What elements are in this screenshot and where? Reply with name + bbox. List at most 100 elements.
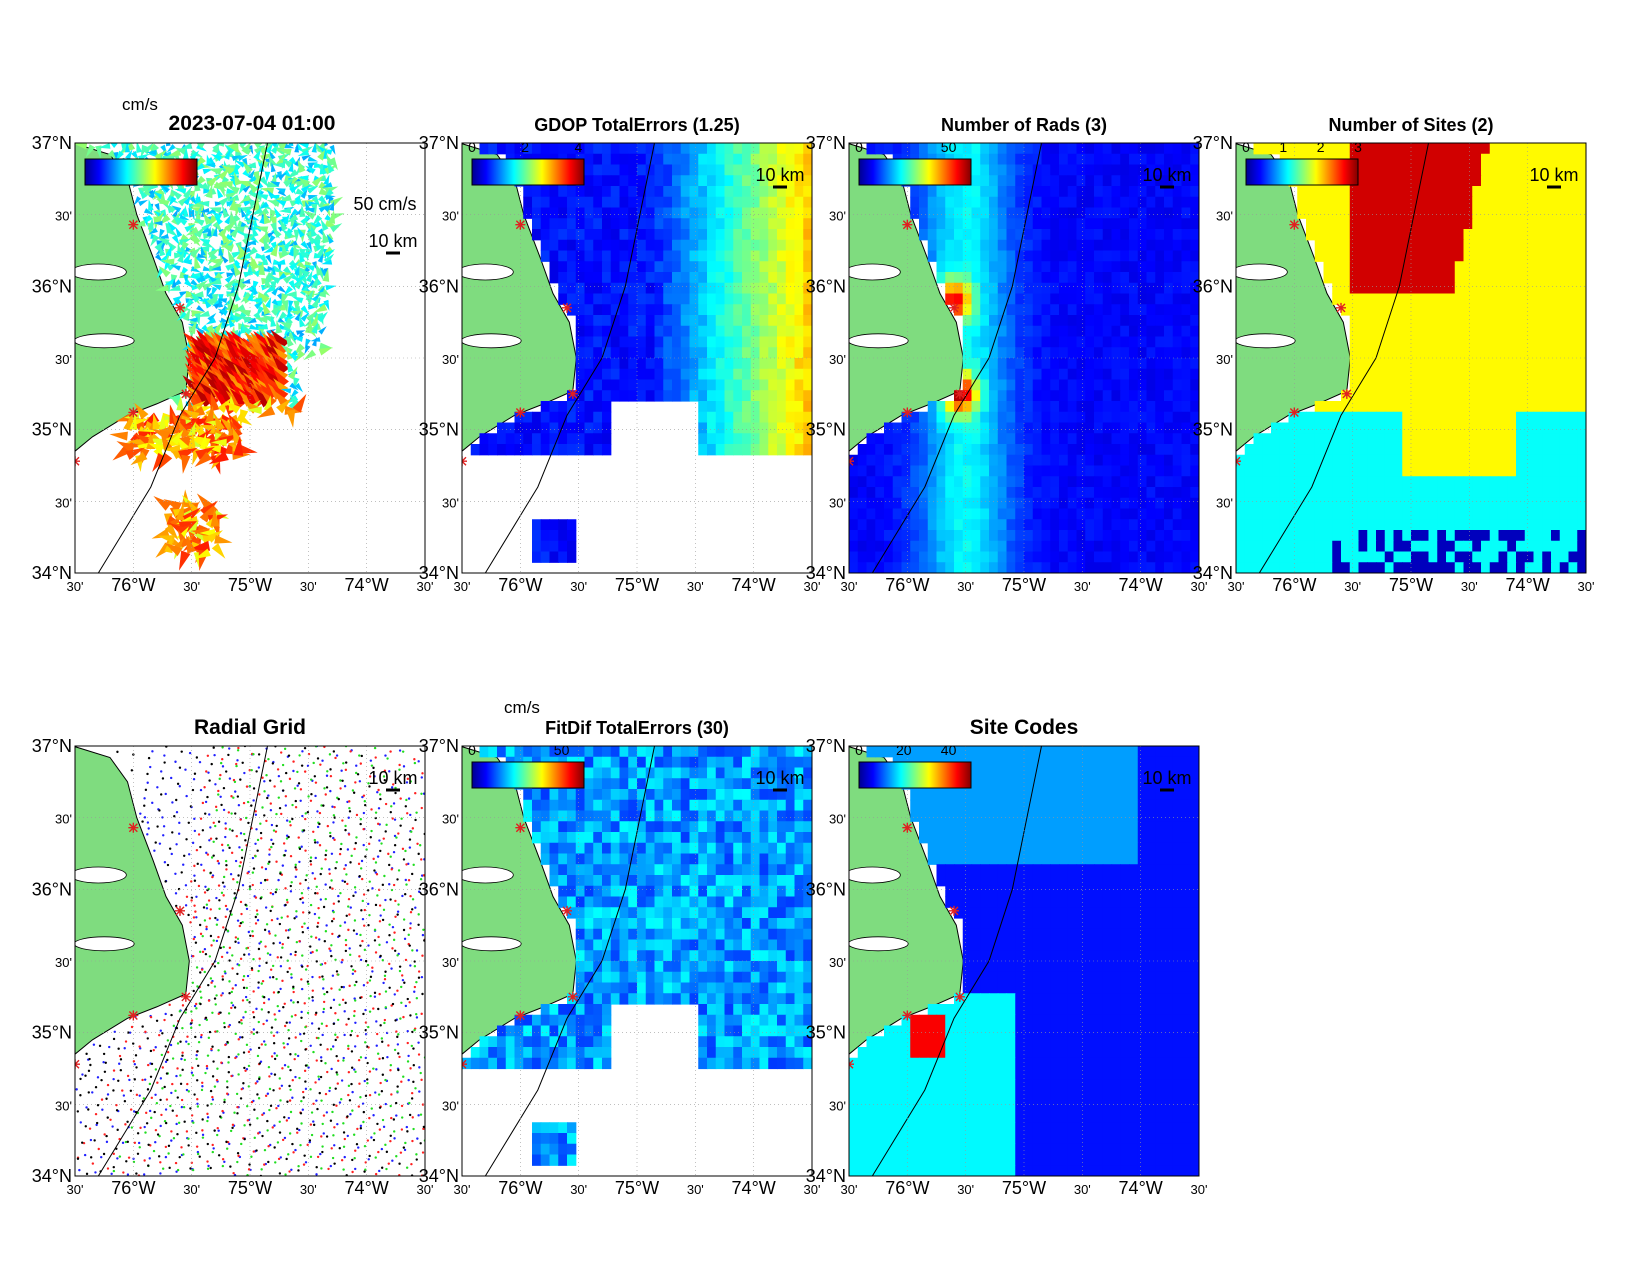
grid-cell bbox=[1094, 207, 1104, 219]
grid-cell bbox=[1437, 175, 1447, 187]
grid-cell bbox=[549, 261, 559, 273]
grid-cell bbox=[689, 379, 699, 391]
grid-cell bbox=[875, 562, 885, 573]
grid-cell bbox=[645, 153, 656, 166]
grid-cell bbox=[1306, 519, 1316, 531]
grid-cell bbox=[715, 368, 726, 381]
grid-cell bbox=[575, 239, 586, 252]
current-vector bbox=[207, 248, 220, 259]
grid-cell bbox=[1314, 186, 1325, 198]
grid-cell bbox=[936, 562, 946, 573]
grid-cell bbox=[1393, 519, 1403, 531]
grid-cell bbox=[980, 153, 990, 166]
grid-cell bbox=[1262, 444, 1272, 456]
grid-cell bbox=[575, 315, 586, 327]
grid-cell bbox=[1172, 476, 1183, 488]
grid-cell bbox=[954, 476, 964, 488]
grid-cell bbox=[733, 164, 743, 176]
grid-cell bbox=[849, 519, 859, 531]
current-vector bbox=[204, 405, 214, 425]
grid-cell bbox=[1551, 422, 1561, 434]
grid-cell bbox=[1050, 325, 1060, 338]
grid-cell bbox=[794, 272, 804, 284]
grid-cell bbox=[628, 358, 638, 370]
grid-cell bbox=[584, 196, 594, 209]
grid-cell bbox=[1533, 315, 1543, 327]
grid-cell bbox=[1076, 540, 1086, 553]
grid-cell bbox=[1437, 347, 1447, 359]
grid-cell bbox=[1551, 336, 1561, 348]
grid-cell bbox=[1146, 358, 1156, 370]
grid-cell bbox=[1516, 390, 1526, 402]
grid-cell bbox=[1032, 562, 1043, 573]
grid-cell bbox=[1155, 261, 1165, 273]
grid-cell bbox=[1129, 487, 1139, 499]
grid-cell bbox=[768, 250, 778, 262]
grid-cell bbox=[1155, 153, 1165, 166]
grid-cell bbox=[1358, 315, 1368, 327]
grid-cell bbox=[1428, 358, 1438, 370]
grid-cell bbox=[1419, 390, 1430, 402]
grid-cell bbox=[777, 261, 787, 273]
grid-cell bbox=[1542, 272, 1552, 284]
grid-cell bbox=[750, 153, 761, 166]
current-vector bbox=[182, 409, 200, 421]
grid-cell bbox=[602, 186, 612, 198]
grid-cell bbox=[1533, 186, 1543, 198]
grid-cell bbox=[1559, 508, 1570, 520]
grid-cell bbox=[1577, 282, 1586, 295]
grid-cell bbox=[971, 487, 981, 499]
grid-cell bbox=[1498, 401, 1508, 413]
current-vector bbox=[224, 213, 232, 225]
grid-cell bbox=[1376, 530, 1386, 542]
grid-cell bbox=[1516, 497, 1526, 510]
grid-cell bbox=[645, 207, 656, 219]
grid-cell bbox=[645, 250, 656, 262]
grid-cell bbox=[1489, 293, 1500, 305]
grid-cell bbox=[1437, 476, 1447, 488]
current-vector bbox=[176, 395, 184, 411]
current-vector bbox=[310, 224, 318, 238]
grid-cell bbox=[1577, 401, 1586, 413]
grid-cell bbox=[750, 207, 761, 219]
grid-cell bbox=[1032, 218, 1043, 230]
grid-cell bbox=[936, 530, 946, 542]
current-vector bbox=[311, 175, 324, 188]
grid-cell bbox=[680, 229, 691, 241]
grid-cell bbox=[742, 282, 752, 295]
grid-cell bbox=[1358, 465, 1368, 477]
grid-cell bbox=[689, 261, 699, 273]
grid-cell bbox=[1358, 551, 1368, 563]
grid-cell bbox=[866, 454, 876, 467]
lat-tick-label: 30' bbox=[55, 209, 72, 224]
grid-cell bbox=[1102, 315, 1113, 327]
grid-cell bbox=[1428, 497, 1438, 510]
grid-cell bbox=[610, 186, 621, 198]
grid-cell bbox=[1006, 411, 1016, 424]
grid-cell bbox=[1050, 476, 1060, 488]
grid-cell bbox=[1428, 175, 1438, 187]
grid-cell bbox=[1146, 315, 1156, 327]
grid-cell bbox=[637, 347, 647, 359]
site-marker bbox=[954, 388, 965, 399]
grid-cell bbox=[750, 379, 761, 391]
current-vector bbox=[190, 200, 205, 208]
grid-cell bbox=[1041, 433, 1051, 445]
grid-cell bbox=[1542, 304, 1552, 316]
grid-cell bbox=[1253, 540, 1263, 553]
grid-cell bbox=[954, 143, 964, 155]
grid-cell bbox=[1181, 186, 1191, 198]
grid-cell bbox=[768, 261, 778, 273]
current-vector bbox=[159, 244, 166, 257]
grid-cell bbox=[1190, 379, 1199, 391]
grid-cell bbox=[857, 530, 868, 542]
current-vector bbox=[313, 303, 328, 313]
grid-cell bbox=[785, 175, 796, 187]
grid-cell bbox=[1129, 476, 1139, 488]
grid-cell bbox=[1341, 562, 1351, 573]
grid-cell bbox=[945, 433, 955, 445]
grid-cell bbox=[927, 476, 938, 488]
grid-cell bbox=[945, 551, 955, 563]
grid-cell bbox=[1102, 519, 1113, 531]
grid-cell bbox=[1568, 261, 1578, 273]
